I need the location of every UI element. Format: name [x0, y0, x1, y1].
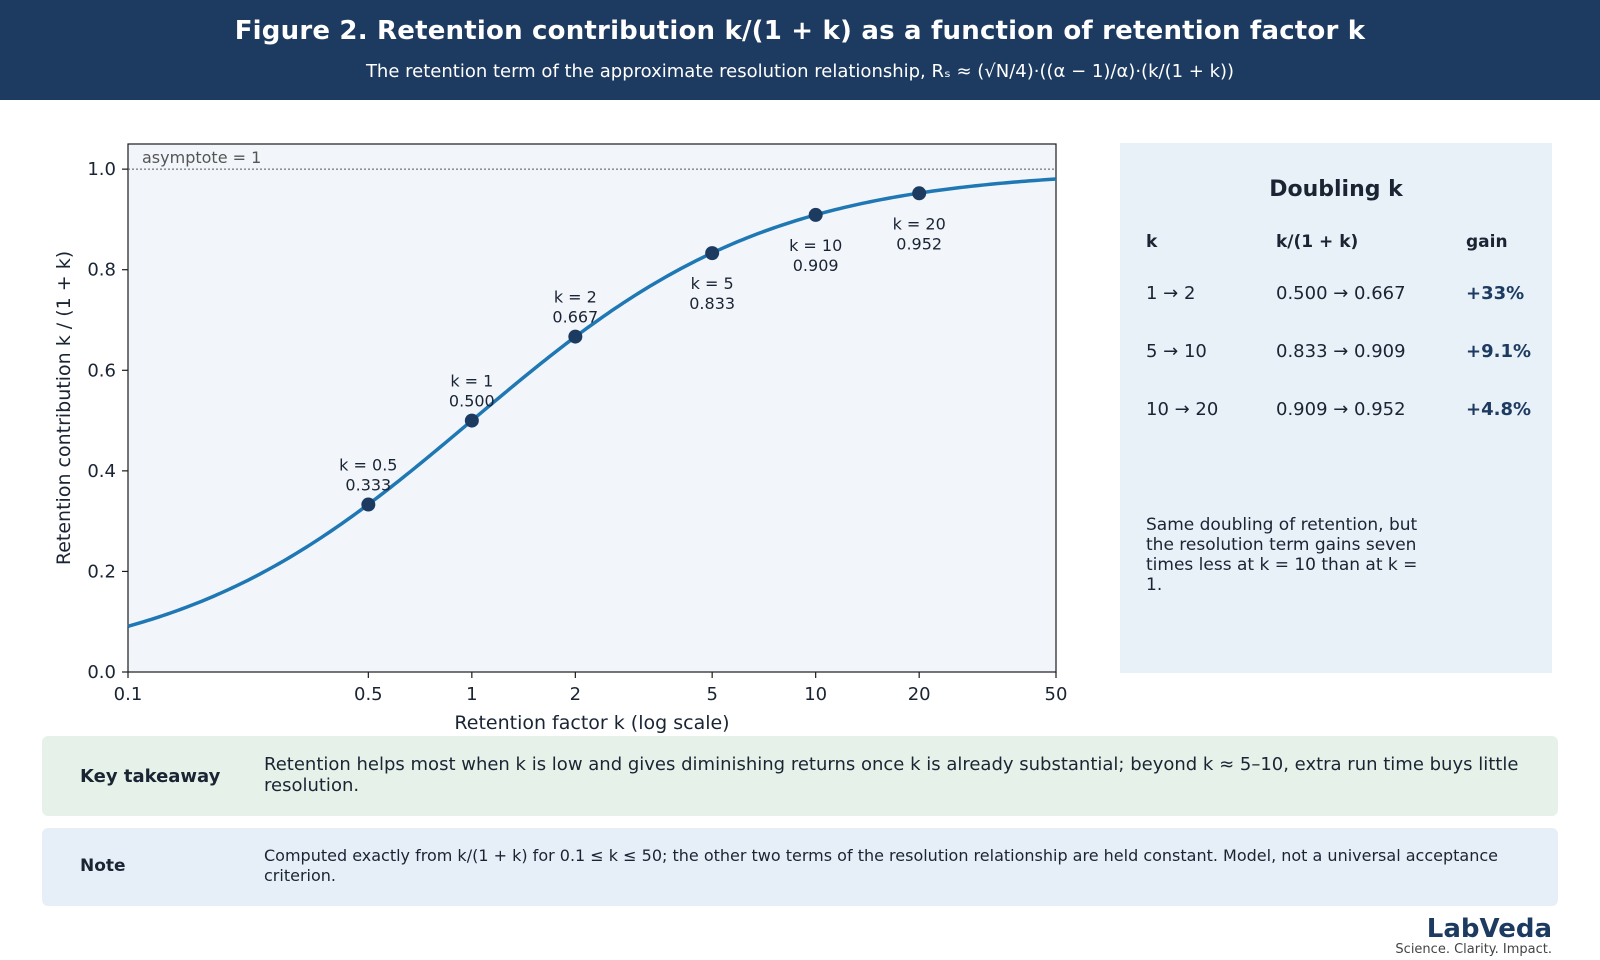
table-row-1-ratio: 0.500 → 0.667 [1276, 283, 1406, 304]
y-tick-label-5: 1.0 [87, 159, 116, 180]
data-points: k = 0.50.333 k = 10.500 k = 20.667 k = 50.8… [339, 186, 946, 512]
x-tick-label-0: 0.1 [114, 684, 143, 705]
x-tick-label-7: 50 [1045, 684, 1068, 705]
table-row-2-ratio: 0.833 → 0.909 [1276, 341, 1406, 362]
table-row-3-gain: +4.8% [1466, 399, 1532, 420]
y-tick-label-2: 0.4 [87, 461, 116, 482]
asymptote-label: asymptote = 1 [142, 148, 261, 167]
figure-header: Figure 2. Retention contribution k/(1 + … [0, 0, 1600, 100]
panel-header-ratio: k/(1 + k) [1276, 232, 1359, 252]
data-point-3 [705, 246, 720, 261]
note-text: Computed exactly from k/(1 + k) for 0.1 … [264, 846, 1498, 885]
point-label-1: k = 1 [450, 372, 493, 391]
x-tick-label-4: 5 [706, 684, 717, 705]
table-row-3-k: 10 → 20 [1146, 399, 1219, 420]
panel-note: Same doubling of retention, but the reso… [1146, 515, 1418, 595]
brand-logo: LabVeda [1426, 914, 1552, 944]
note-box: Note Computed exactly from k/(1 + k) for… [42, 828, 1558, 906]
y-tick-label-4: 0.8 [87, 260, 116, 281]
panel-header-gain: gain [1466, 232, 1508, 252]
data-point-2 [568, 329, 583, 344]
y-axis: 0.0 0.2 0.4 0.6 0.8 1.0 [87, 159, 128, 683]
point-value-label-0: 0.333 [345, 476, 391, 495]
point-value-label-3: 0.833 [689, 294, 735, 313]
key-takeaway-box: Key takeaway Retention helps most when k… [42, 736, 1558, 816]
point-value-label-5: 0.952 [896, 234, 942, 253]
y-tick-label-1: 0.2 [87, 561, 116, 582]
x-tick-label-6: 20 [908, 684, 931, 705]
data-point-4 [808, 207, 823, 222]
y-tick-label-3: 0.6 [87, 360, 116, 381]
panel-title: Doubling k [1269, 177, 1403, 202]
doubling-k-panel: Doubling k k k/(1 + k) gain 1 → 2 0.500 … [1120, 143, 1552, 673]
y-axis-label: Retention contribution k / (1 + k) [53, 251, 75, 565]
brand-tagline: Science. Clarity. Impact. [1395, 942, 1552, 957]
figure-subtitle: The retention term of the approximate re… [365, 61, 1235, 82]
x-axis: 0.1 0.5 1 2 5 10 20 50 [114, 672, 1068, 705]
point-value-label-1: 0.500 [449, 392, 495, 411]
x-axis-label: Retention factor k (log scale) [454, 712, 729, 734]
point-value-label-4: 0.909 [793, 256, 839, 275]
table-row-3-ratio: 0.909 → 0.952 [1276, 399, 1406, 420]
data-point-5 [912, 186, 927, 201]
figure-title: Figure 2. Retention contribution k/(1 + … [234, 16, 1366, 46]
table-row-2-gain: +9.1% [1466, 341, 1532, 362]
note-label: Note [80, 856, 126, 876]
x-tick-label-2: 1 [466, 684, 477, 705]
point-label-2: k = 2 [554, 288, 597, 307]
x-tick-label-5: 10 [804, 684, 827, 705]
panel-header-k: k [1146, 232, 1158, 252]
x-tick-label-1: 0.5 [354, 684, 383, 705]
data-point-1 [464, 413, 479, 428]
point-value-label-2: 0.667 [552, 308, 598, 327]
x-tick-label-3: 2 [570, 684, 581, 705]
point-label-0: k = 0.5 [339, 456, 397, 475]
point-label-5: k = 20 [893, 214, 946, 233]
data-point-0 [361, 497, 376, 512]
retention-curve [127, 177, 1057, 628]
table-row-1-k: 1 → 2 [1146, 283, 1196, 304]
point-label-4: k = 10 [789, 236, 842, 255]
table-row-2-k: 5 → 10 [1146, 341, 1207, 362]
plot-area [127, 143, 1057, 673]
key-takeaway-label: Key takeaway [80, 766, 221, 787]
point-label-3: k = 5 [691, 274, 734, 293]
table-row-1-gain: +33% [1466, 283, 1525, 304]
y-tick-label-0: 0.0 [87, 662, 116, 683]
key-takeaway-text: Retention helps most when k is low and g… [264, 754, 1519, 796]
